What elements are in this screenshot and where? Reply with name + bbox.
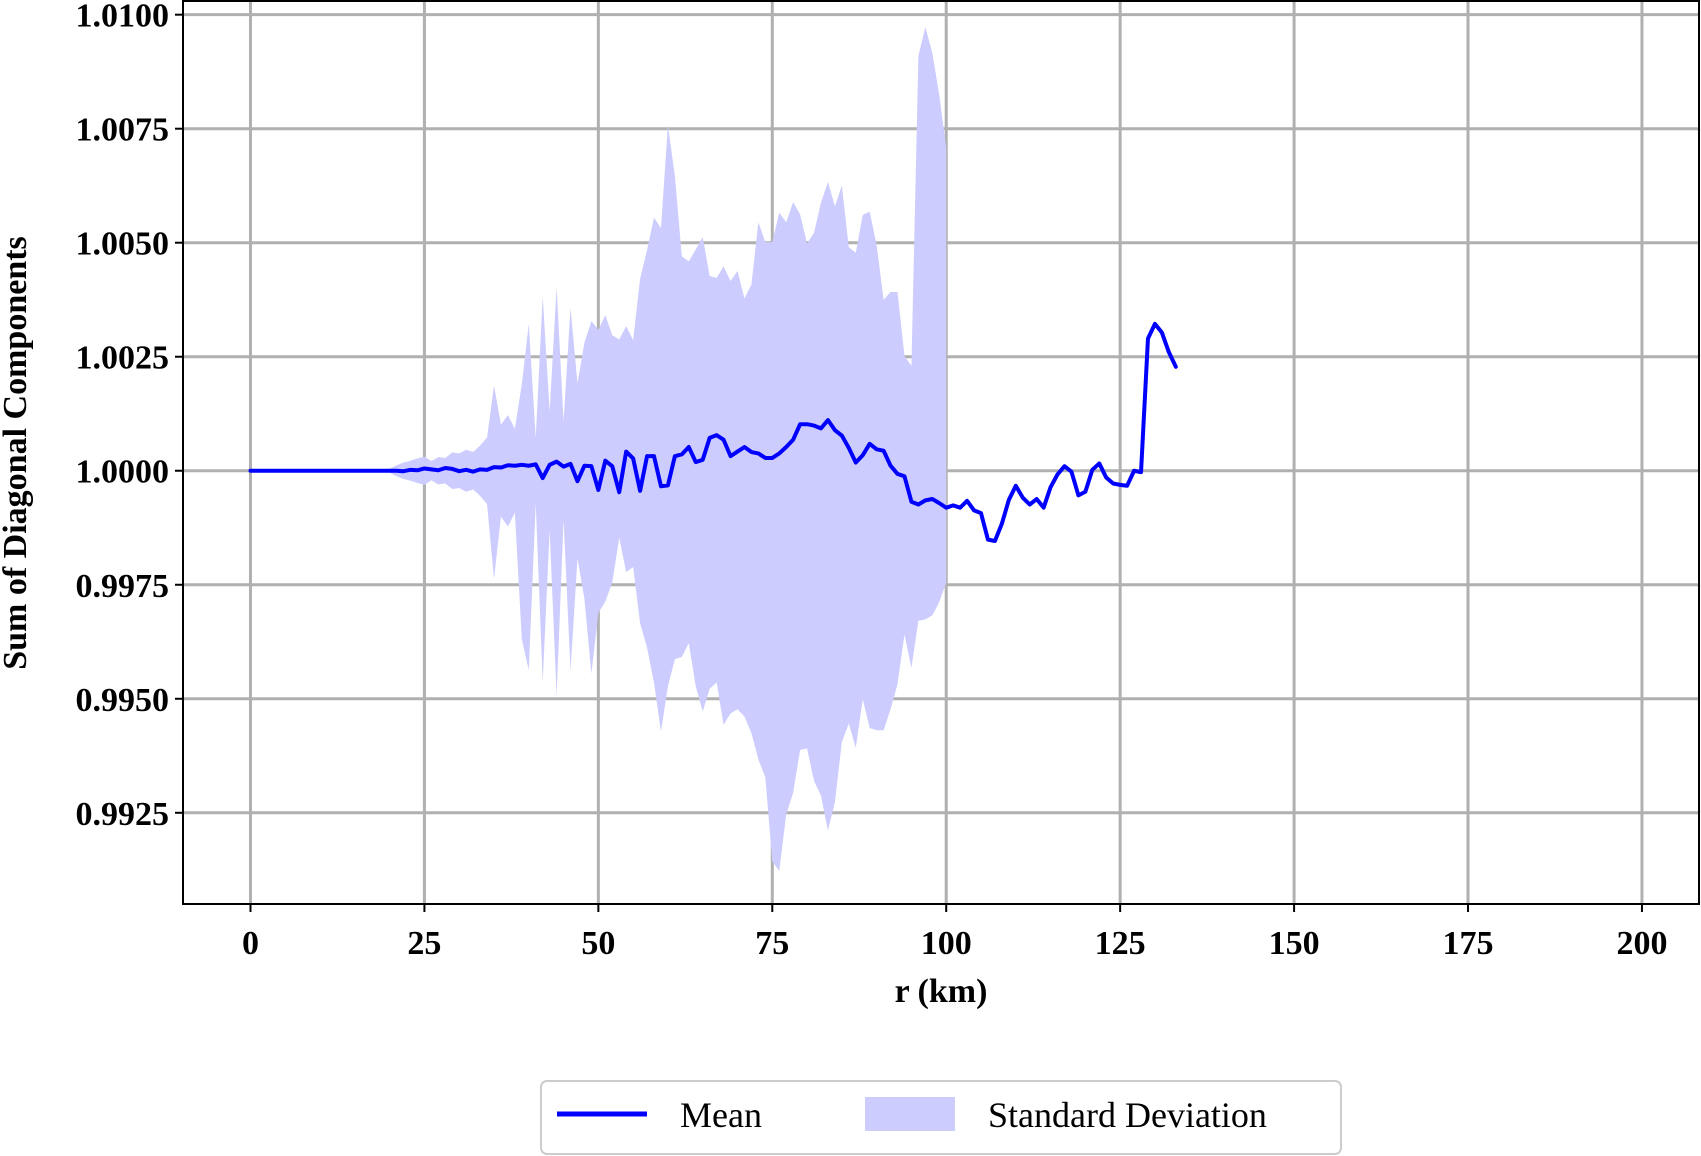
x-tick-label: 100 xyxy=(921,925,972,962)
y-tick-label: 1.0075 xyxy=(76,112,170,149)
y-tick-label: 1.0100 xyxy=(76,0,170,35)
legend-std-label: Standard Deviation xyxy=(988,1095,1267,1135)
std-band-layer xyxy=(250,26,947,872)
mean-line xyxy=(248,321,1178,543)
legend: Mean Standard Deviation xyxy=(540,1080,1342,1155)
legend-std-swatch xyxy=(865,1097,955,1131)
x-tick-label: 25 xyxy=(407,925,441,962)
y-tick-label: 0.9975 xyxy=(76,568,170,605)
x-tick-label: 50 xyxy=(581,925,615,962)
x-tick-label: 175 xyxy=(1443,925,1494,962)
y-tick-label: 0.9925 xyxy=(76,796,170,833)
y-tick-label: 1.0025 xyxy=(76,340,170,377)
y-axis: 0.9925 0.9950 0.9975 1.0000 1.0025 1.0050 1.00… xyxy=(76,0,183,833)
y-axis-label: Sum of Diagonal Components xyxy=(0,236,34,670)
mean-line-layer xyxy=(248,321,1178,543)
x-axis: 0 25 50 75 100 125 150 175 200 xyxy=(242,904,1667,962)
x-tick-label: 125 xyxy=(1095,925,1146,962)
x-tick-label: 0 xyxy=(242,925,259,962)
y-tick-label: 1.0000 xyxy=(76,454,170,491)
plot-frame xyxy=(182,0,1700,905)
x-axis-label: r (km) xyxy=(895,973,988,1010)
legend-mean-label: Mean xyxy=(680,1095,762,1135)
y-tick-label: 1.0050 xyxy=(76,226,170,263)
x-tick-label: 200 xyxy=(1616,925,1667,962)
y-tick-label: 0.9950 xyxy=(76,682,170,719)
x-tick-label: 75 xyxy=(755,925,789,962)
x-tick-label: 150 xyxy=(1269,925,1320,962)
standard-deviation-band xyxy=(250,26,947,872)
